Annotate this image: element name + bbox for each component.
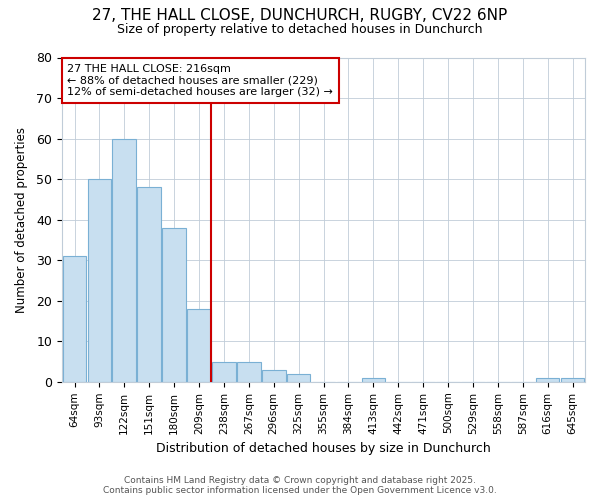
Bar <box>262 370 286 382</box>
Bar <box>362 378 385 382</box>
Text: 27 THE HALL CLOSE: 216sqm
← 88% of detached houses are smaller (229)
12% of semi: 27 THE HALL CLOSE: 216sqm ← 88% of detac… <box>67 64 333 97</box>
Bar <box>237 362 260 382</box>
Bar <box>212 362 236 382</box>
Bar <box>287 374 310 382</box>
X-axis label: Distribution of detached houses by size in Dunchurch: Distribution of detached houses by size … <box>156 442 491 455</box>
Bar <box>62 256 86 382</box>
Bar <box>162 228 186 382</box>
Bar <box>187 309 211 382</box>
Y-axis label: Number of detached properties: Number of detached properties <box>15 126 28 312</box>
Bar <box>137 187 161 382</box>
Bar <box>536 378 559 382</box>
Text: 27, THE HALL CLOSE, DUNCHURCH, RUGBY, CV22 6NP: 27, THE HALL CLOSE, DUNCHURCH, RUGBY, CV… <box>92 8 508 22</box>
Text: Size of property relative to detached houses in Dunchurch: Size of property relative to detached ho… <box>117 22 483 36</box>
Bar <box>561 378 584 382</box>
Bar <box>88 179 111 382</box>
Text: Contains HM Land Registry data © Crown copyright and database right 2025.
Contai: Contains HM Land Registry data © Crown c… <box>103 476 497 495</box>
Bar <box>112 138 136 382</box>
